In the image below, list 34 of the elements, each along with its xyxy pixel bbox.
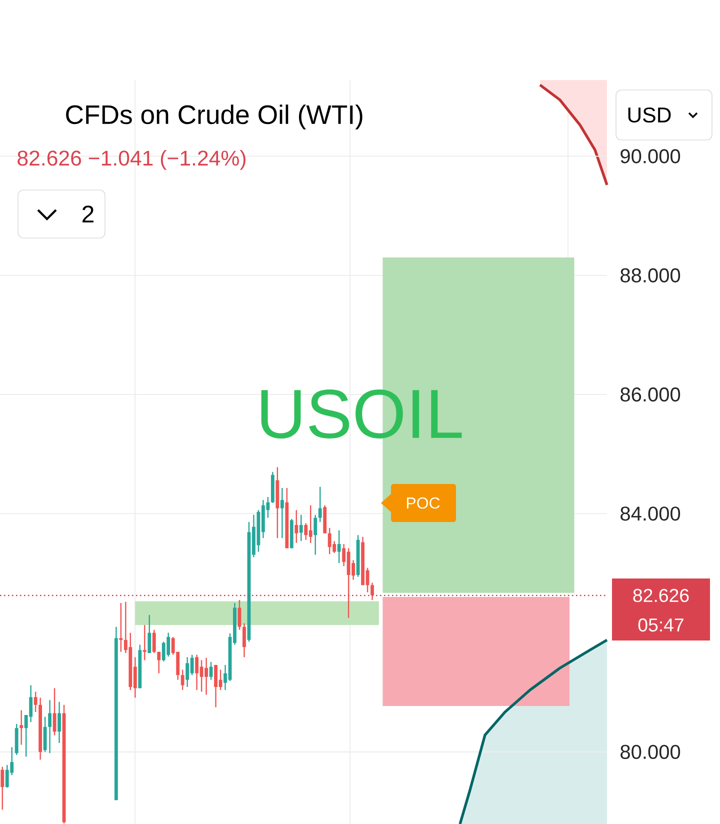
text: 82.626 −1.041 (−1.24%) [18, 150, 246, 170]
candlestick [0, 766, 4, 810]
candlestick [142, 624, 146, 661]
candlestick [314, 514, 318, 556]
annotation: POC [406, 497, 440, 509]
text: 05:47 [638, 618, 684, 632]
candlestick [58, 701, 61, 744]
text: USD [628, 107, 671, 123]
y-tick-label: 90.000 [620, 149, 680, 164]
y-tick-label: 84.000 [620, 506, 680, 521]
candlestick [242, 622, 246, 658]
candlestick [48, 699, 52, 754]
candlestick [180, 669, 184, 691]
candlestick [20, 710, 24, 746]
candlestick [34, 691, 38, 713]
candlestick [318, 486, 322, 523]
candlestick [152, 629, 156, 654]
annotation: 2 [82, 206, 94, 222]
candlestick [280, 487, 284, 539]
candlestick [209, 661, 213, 680]
candlestick [337, 530, 341, 564]
candlestick [119, 602, 123, 652]
candlestick [43, 716, 47, 753]
y-tick-label: 88.000 [620, 268, 680, 282]
y-tick-label: 86.000 [620, 387, 680, 402]
candlestick [148, 614, 152, 654]
annotation: USOIL [261, 389, 462, 439]
ref-line-label: 82.626 [633, 588, 689, 602]
candlestick [370, 582, 374, 601]
candlestick [157, 651, 161, 674]
candlestick [299, 514, 303, 542]
candlestick [294, 509, 298, 544]
y-tick-label: 80.000 [620, 744, 680, 759]
text: CFDs on Crude Oil (WTI) [66, 104, 362, 130]
